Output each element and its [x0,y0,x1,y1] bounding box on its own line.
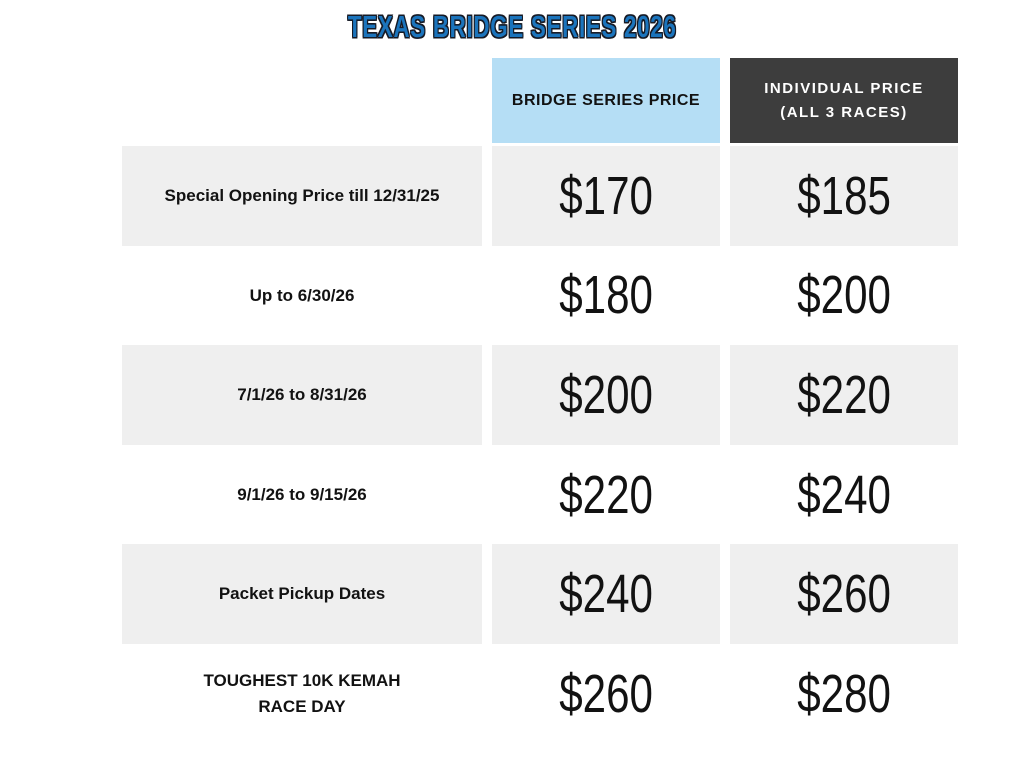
table-row: 7/1/26 to 8/31/26 $200 $220 [122,345,958,445]
page-title: TEXAS BRIDGE SERIES 2026 [0,9,1024,45]
row-label: 7/1/26 to 8/31/26 [122,345,482,445]
header-spacer [122,58,482,143]
header-bridge-series-price: BRIDGE SERIES PRICE [492,58,720,143]
price-series: $220 [559,464,653,525]
price-table: BRIDGE SERIES PRICE INDIVIDUAL PRICE (AL… [122,58,958,744]
price-cell-series: $170 [492,146,720,246]
price-cell-series: $180 [492,246,720,346]
price-series: $260 [559,663,653,724]
price-individual: $260 [797,564,891,625]
price-series: $170 [559,165,653,226]
row-label: Special Opening Price till 12/31/25 [122,146,482,246]
table-row: TOUGHEST 10K KEMAH RACE DAY $260 $280 [122,644,958,744]
row-label: Up to 6/30/26 [249,285,355,305]
price-series: $180 [559,265,653,326]
price-cell-individual: $240 [730,445,958,545]
price-cell-series: $260 [492,644,720,744]
table-header-row: BRIDGE SERIES PRICE INDIVIDUAL PRICE (AL… [122,58,958,143]
price-cell-individual: $200 [730,246,958,346]
price-individual: $185 [797,165,891,226]
price-cell-series: $200 [492,345,720,445]
price-cell-individual: $220 [730,345,958,445]
table-row: 9/1/26 to 9/15/26 $220 $240 [122,445,958,545]
price-cell-individual: $260 [730,544,958,644]
price-series: $240 [559,564,653,625]
price-cell-individual: $185 [730,146,958,246]
table-row: Packet Pickup Dates $240 $260 [122,544,958,644]
price-cell-series: $240 [492,544,720,644]
header-individual-price: INDIVIDUAL PRICE (ALL 3 RACES) [730,58,958,143]
row-label: TOUGHEST 10K KEMAH RACE DAY [203,671,401,716]
price-cell-individual: $280 [730,644,958,744]
price-series: $200 [559,364,653,425]
row-label: Packet Pickup Dates [122,544,482,644]
table-row: Up to 6/30/26 $180 $200 [122,246,958,346]
price-individual: $200 [797,265,891,326]
table-row: Special Opening Price till 12/31/25 $170… [122,146,958,246]
price-individual: $240 [797,464,891,525]
page-title-text: TEXAS BRIDGE SERIES 2026 [347,9,677,44]
price-individual: $220 [797,364,891,425]
price-cell-series: $220 [492,445,720,545]
table-body: Special Opening Price till 12/31/25 $170… [122,146,958,744]
price-individual: $280 [797,663,891,724]
row-label: 9/1/26 to 9/15/26 [237,484,367,504]
